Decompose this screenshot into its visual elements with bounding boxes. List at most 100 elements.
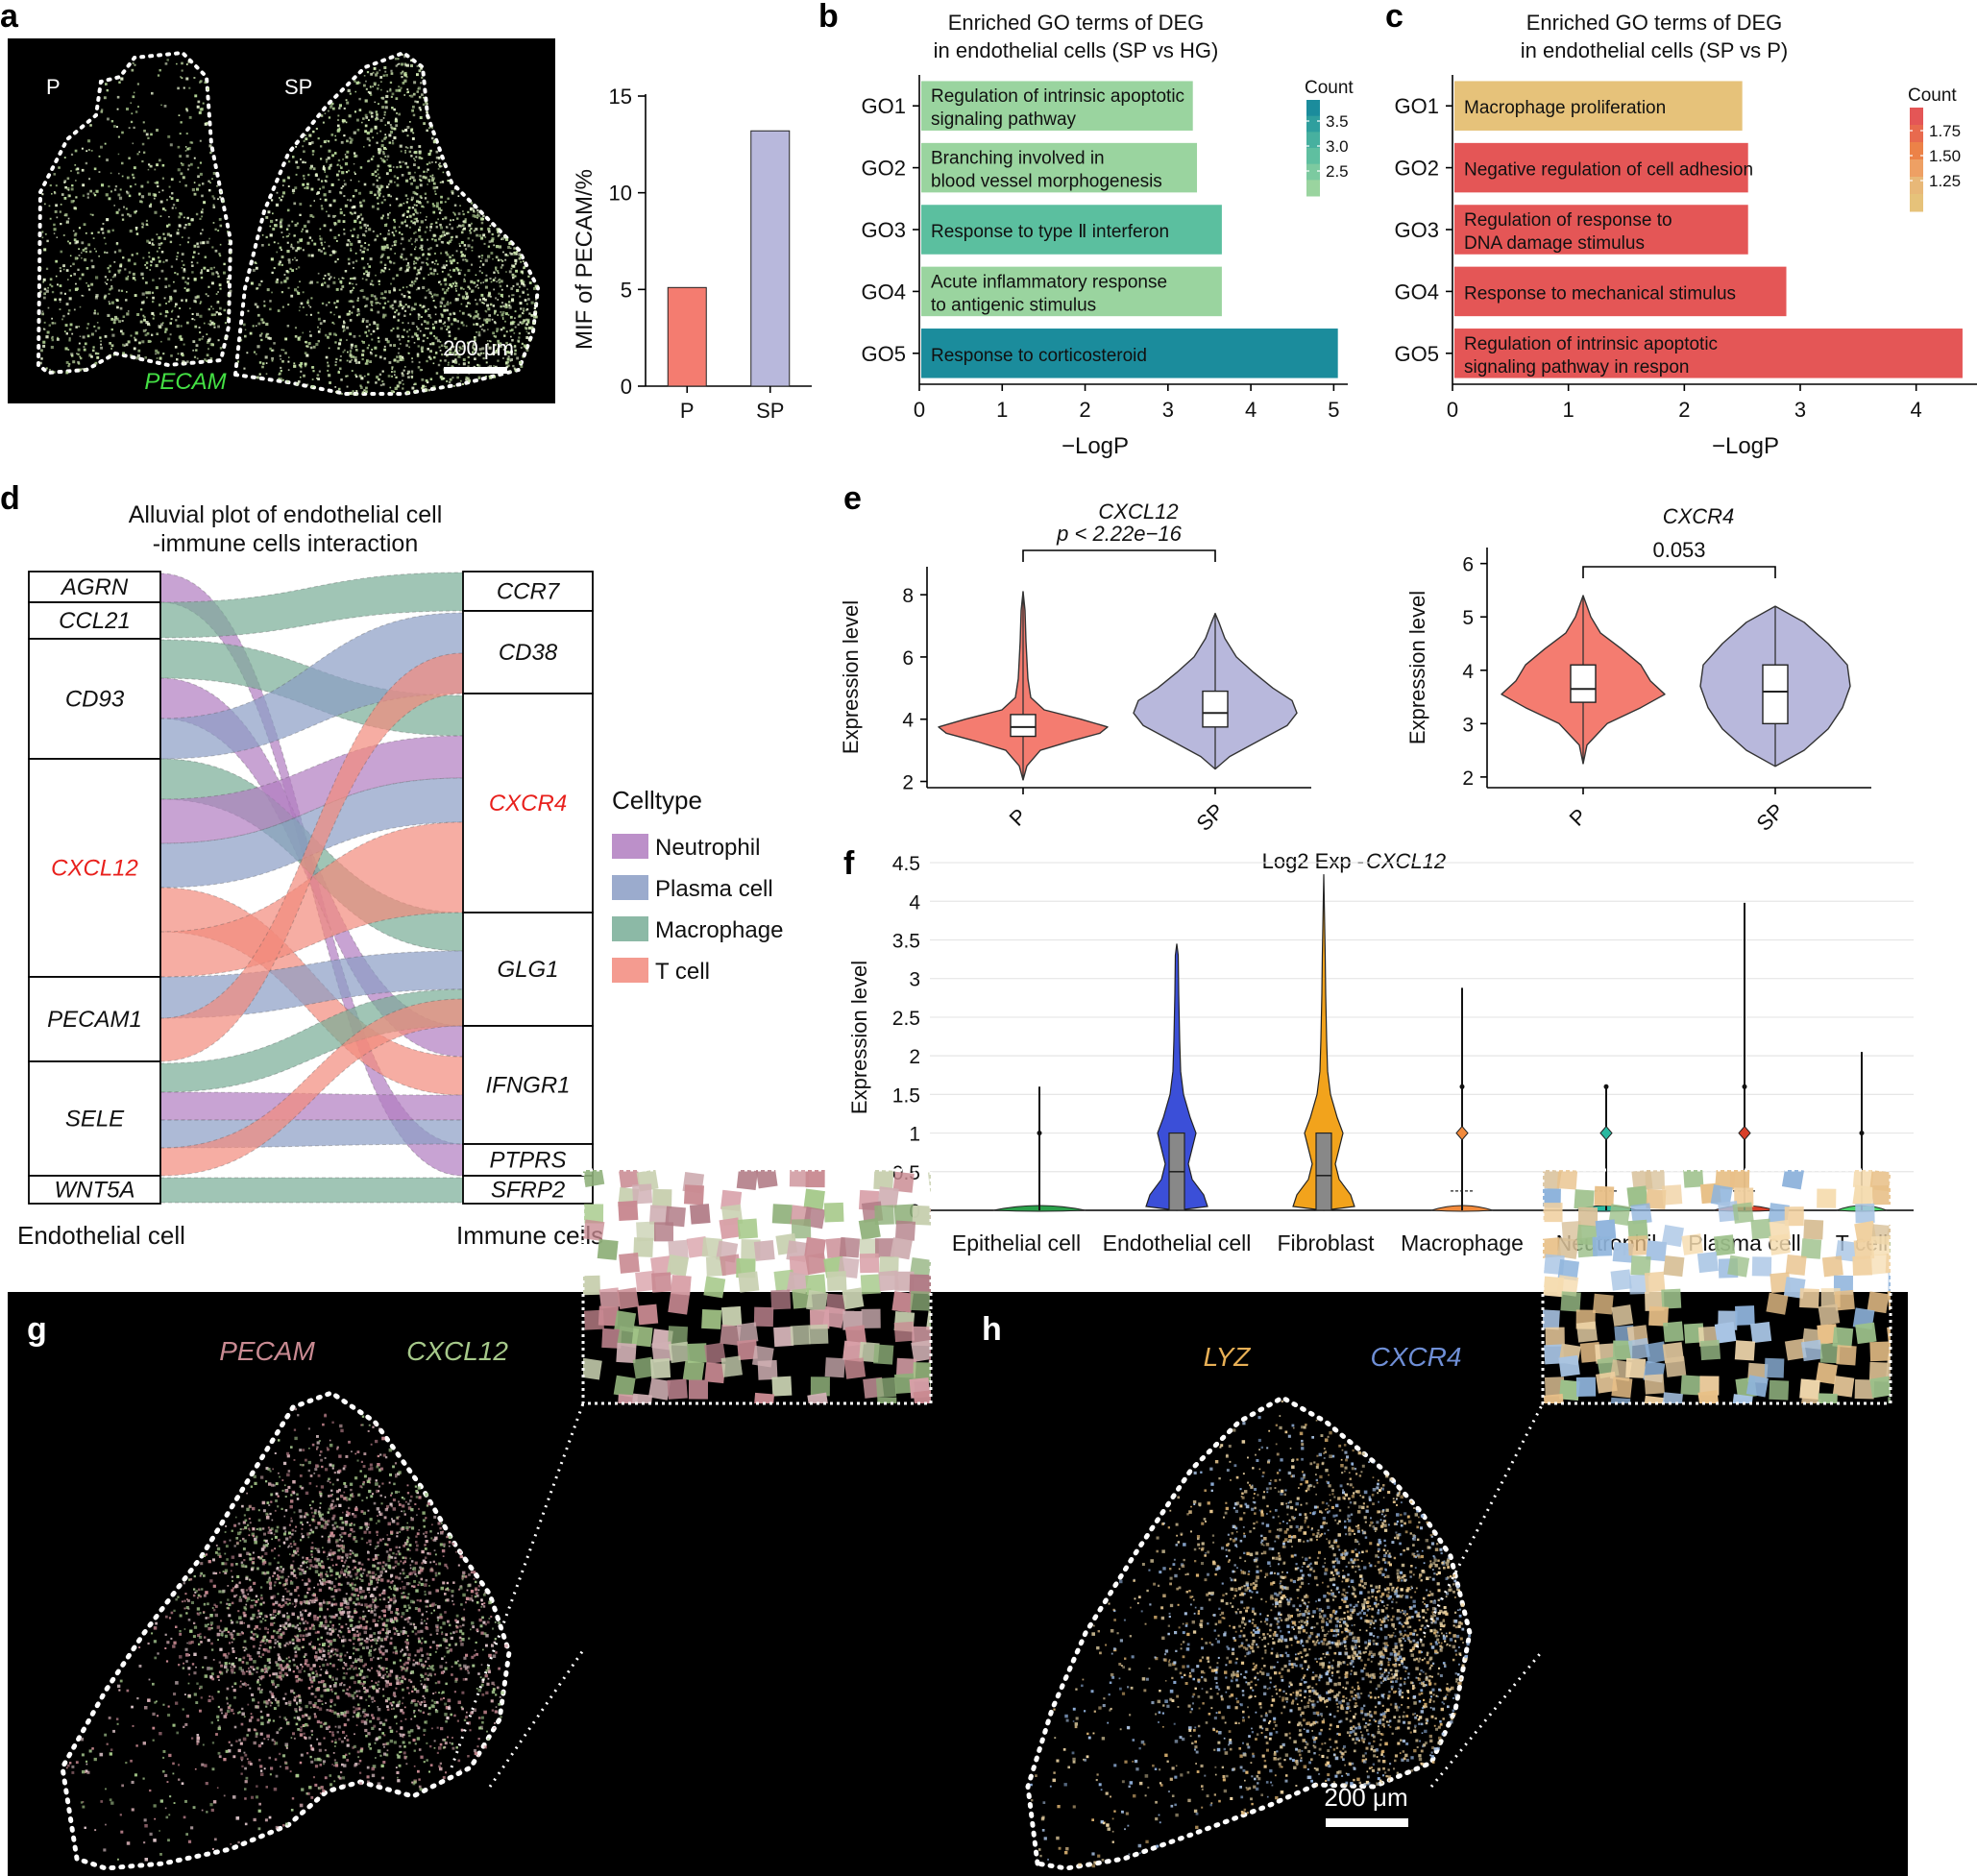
signal-dot [495, 1651, 498, 1654]
bar-sp [750, 130, 791, 387]
signal-dot [448, 361, 450, 364]
signal-dot [396, 334, 400, 338]
p-value-label: 0.053 [1652, 538, 1705, 562]
signal-dot [368, 119, 370, 121]
signal-dot [82, 183, 85, 187]
signal-dot [330, 1548, 332, 1551]
signal-dot [331, 1764, 333, 1766]
signal-dot [275, 1742, 279, 1745]
signal-dot [485, 361, 488, 364]
signal-dot [452, 377, 454, 379]
signal-dot [197, 245, 200, 248]
signal-dot [404, 146, 407, 149]
signal-dot [199, 241, 203, 245]
signal-dot [389, 204, 392, 207]
signal-dot [508, 343, 512, 346]
signal-dot [488, 365, 492, 369]
signal-dot [410, 220, 413, 223]
signal-dot [405, 1755, 408, 1758]
signal-dot [505, 353, 508, 356]
stratum-right-cxcr4 [462, 693, 594, 914]
signal-dot [365, 361, 369, 365]
signal-dot [411, 1699, 414, 1703]
signal-dot [385, 1550, 389, 1553]
signal-dot [367, 1509, 370, 1512]
signal-dot [408, 266, 411, 269]
signal-dot [457, 293, 461, 297]
signal-dot [504, 258, 507, 261]
signal-dot [158, 259, 161, 263]
signal-dot [210, 1626, 213, 1630]
signal-dot [421, 378, 425, 381]
signal-dot [263, 300, 266, 303]
signal-dot [376, 323, 379, 327]
signal-dot [439, 350, 442, 352]
signal-dot [401, 1497, 404, 1499]
signal-dot [365, 1637, 369, 1640]
signal-dot [364, 130, 368, 134]
signal-dot [336, 257, 339, 260]
signal-dot [356, 1450, 360, 1453]
signal-dot [242, 1547, 246, 1550]
signal-dot [117, 289, 121, 292]
signal-dot [491, 1690, 496, 1694]
signal-dot [257, 1555, 260, 1559]
signal-dot [212, 206, 216, 208]
signal-dot [260, 1594, 263, 1596]
signal-dot [452, 1599, 453, 1602]
signal-dot [367, 262, 369, 265]
signal-dot [398, 1516, 401, 1518]
signal-dot [379, 297, 382, 300]
signal-dot [418, 1785, 422, 1789]
signal-dot [497, 348, 500, 351]
signal-dot [446, 1581, 450, 1585]
signal-dot [496, 1686, 500, 1690]
signal-dot [179, 334, 183, 338]
signal-dot [378, 355, 382, 359]
signal-dot [419, 183, 423, 187]
signal-dot [367, 159, 370, 162]
signal-dot [517, 339, 520, 343]
signal-dot [333, 323, 335, 325]
signal-dot [380, 1764, 384, 1767]
signal-dot [507, 314, 510, 316]
signal-dot [490, 280, 493, 283]
signal-dot [317, 1757, 321, 1762]
signal-dot [199, 217, 202, 220]
signal-dot [413, 231, 416, 234]
signal-dot [134, 209, 137, 212]
signal-dot [365, 1527, 369, 1531]
signal-dot [442, 1776, 446, 1779]
signal-dot [469, 313, 472, 316]
signal-dot [403, 309, 407, 312]
signal-dot [53, 232, 56, 234]
signal-dot [87, 284, 90, 287]
signal-dot [436, 202, 439, 206]
signal-dot [52, 335, 54, 338]
signal-dot [441, 315, 444, 318]
signal-dot [281, 291, 283, 294]
signal-dot [278, 1628, 281, 1632]
signal-dot [275, 1699, 277, 1702]
signal-dot [106, 218, 110, 222]
signal-dot [159, 158, 161, 162]
signal-dot [486, 340, 489, 342]
signal-dot [170, 1637, 173, 1640]
signal-dot [452, 312, 456, 315]
signal-dot [432, 139, 436, 143]
signal-dot [473, 281, 476, 284]
signal-dot [380, 269, 383, 272]
signal-dot [278, 1656, 281, 1659]
signal-dot [494, 1721, 496, 1724]
signal-dot [492, 351, 496, 354]
signal-dot [516, 251, 519, 253]
signal-dot [422, 285, 426, 289]
signal-dot [268, 1640, 271, 1643]
signal-dot [309, 1599, 312, 1602]
signal-dot [418, 1507, 420, 1510]
signal-dot [449, 240, 452, 243]
signal-dot [380, 139, 384, 142]
signal-dot [290, 245, 293, 248]
signal-dot [424, 296, 427, 300]
signal-dot [366, 137, 370, 141]
